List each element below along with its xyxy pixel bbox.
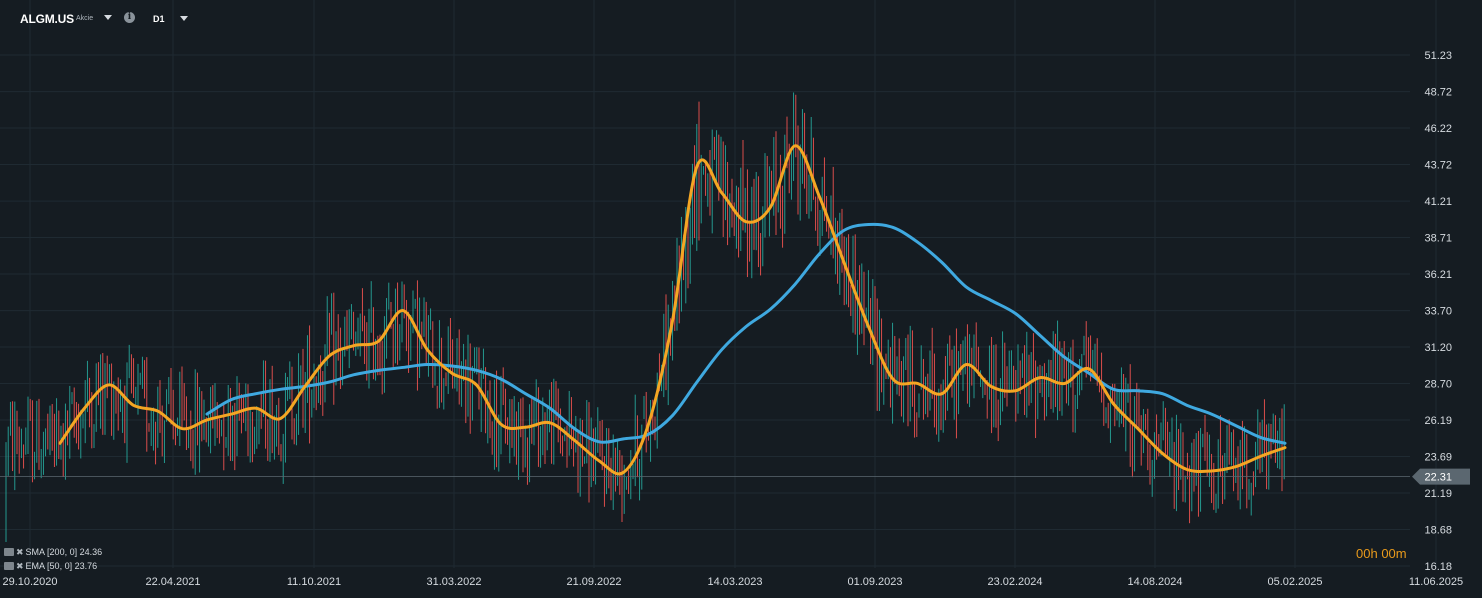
candlesticks — [5, 92, 1285, 542]
close-icon[interactable]: ✖ — [16, 547, 24, 557]
y-tick-label: 28.70 — [1424, 378, 1452, 390]
candle-countdown: 00h 00m — [1356, 546, 1407, 561]
y-tick-label: 26.19 — [1424, 415, 1452, 427]
info-icon[interactable]: i — [124, 12, 135, 23]
last-price-value: 22.31 — [1424, 472, 1452, 484]
y-tick-label: 43.72 — [1424, 159, 1452, 171]
sma-label: SMA [200, 0] 24.36 — [25, 547, 103, 557]
y-tick-label: 31.20 — [1424, 342, 1452, 354]
x-tick-label: 01.09.2023 — [847, 576, 902, 588]
x-tick-label: 05.02.2025 — [1267, 576, 1322, 588]
y-tick-label: 48.72 — [1424, 87, 1452, 99]
y-tick-label: 51.23 — [1424, 50, 1452, 62]
countdown-hours: 00h — [1356, 546, 1378, 561]
y-tick-label: 23.69 — [1424, 452, 1452, 464]
last-price-tag-bg — [1412, 468, 1470, 485]
x-tick-label: 21.09.2022 — [566, 576, 621, 588]
x-tick-label: 22.04.2021 — [145, 576, 200, 588]
close-icon[interactable]: ✖ — [16, 561, 24, 571]
asset-class-label: Akcie — [76, 15, 94, 22]
sma-line — [205, 222, 1287, 445]
y-axis: 51.23 48.72 46.22 43.72 41.21 38.71 36.21 33.70… — [1424, 50, 1452, 573]
x-tick-label: 14.03.2023 — [707, 576, 762, 588]
y-tick-label: 36.21 — [1424, 269, 1452, 281]
settings-icon[interactable] — [4, 548, 14, 556]
x-tick-label: 31.03.2022 — [426, 576, 481, 588]
symbol-dropdown-icon[interactable] — [104, 15, 112, 20]
y-tick-label: 33.70 — [1424, 306, 1452, 318]
legend-sma: ✖ SMA [200, 0] 24.36 — [4, 547, 102, 558]
x-tick-label: 29.10.2020 — [2, 576, 57, 588]
ema-line — [58, 144, 1287, 476]
x-tick-label: 23.02.2024 — [987, 576, 1042, 588]
legend-ema: ✖ EMA [50, 0] 23.76 — [4, 561, 97, 572]
last-price-tag: 22.31 — [1412, 468, 1470, 485]
settings-icon[interactable] — [4, 562, 14, 570]
x-tick-label: 11.10.2021 — [287, 576, 341, 588]
timeframe-dropdown-icon[interactable] — [180, 16, 188, 21]
symbol-title[interactable]: ALGM.US — [20, 12, 74, 26]
y-tick-label: 46.22 — [1424, 123, 1452, 135]
x-tick-label: 11.06.2025 — [1409, 576, 1463, 588]
chart-header: ALGM.US Akcie i D1 — [0, 0, 400, 36]
indicator-lines — [58, 144, 1287, 476]
y-tick-label: 21.19 — [1424, 488, 1452, 500]
y-tick-label: 16.18 — [1424, 561, 1452, 573]
x-axis: 29.10.2020 22.04.2021 11.10.2021 31.03.2022… — [2, 576, 1463, 588]
y-tick-label: 41.21 — [1424, 196, 1452, 208]
y-tick-label: 18.68 — [1424, 525, 1452, 537]
y-tick-label: 38.71 — [1424, 233, 1452, 245]
countdown-minutes: 00m — [1381, 546, 1407, 561]
x-tick-label: 14.08.2024 — [1127, 576, 1182, 588]
timeframe-selector[interactable]: D1 — [153, 14, 165, 24]
ema-label: EMA [50, 0] 23.76 — [25, 561, 98, 571]
